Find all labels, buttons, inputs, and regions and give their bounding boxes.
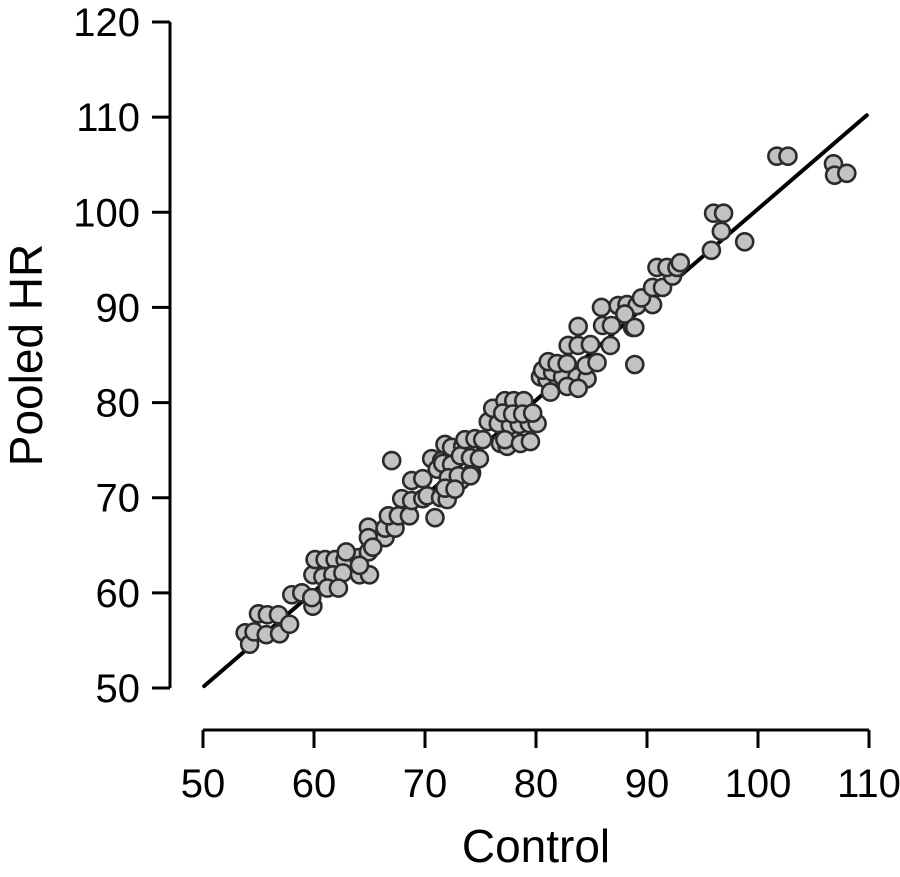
data-point: [520, 431, 541, 452]
axes: 50 60 70 80 90 100 110 120 50 60 70 80 90 100 110: [73, 1, 900, 806]
data-point: [381, 450, 402, 471]
data-point: [279, 614, 300, 635]
data-point: [614, 304, 635, 324]
y-tick-label: 110: [76, 96, 140, 140]
data-point: [349, 555, 370, 576]
data-point: [557, 353, 577, 374]
data-point: [469, 448, 490, 469]
y-tick-label: 80: [96, 382, 141, 426]
data-point: [587, 352, 607, 373]
x-tick-label: 100: [725, 762, 792, 806]
data-point: [568, 316, 588, 337]
data-point: [624, 317, 645, 338]
data-point: [363, 537, 383, 557]
data-point: [336, 542, 356, 562]
x-tick-label: 80: [514, 762, 559, 806]
data-point: [734, 231, 755, 252]
data-point: [460, 466, 481, 486]
data-point: [301, 587, 322, 608]
y-tick-label: 70: [96, 477, 141, 521]
data-point: [328, 578, 349, 598]
x-axis-title: Control: [462, 820, 610, 872]
data-point: [540, 382, 561, 402]
data-point: [701, 240, 722, 261]
y-tick-label: 50: [96, 667, 141, 711]
x-tick-label: 90: [625, 762, 670, 806]
data-point: [568, 378, 588, 399]
x-tick-label: 110: [837, 762, 900, 806]
data-point: [711, 221, 732, 242]
y-tick-label: 90: [96, 286, 141, 330]
data-point: [495, 429, 515, 450]
data-point: [600, 335, 621, 356]
y-tick-label: 60: [96, 572, 141, 616]
data-point: [713, 203, 734, 224]
y-tick-label: 120: [73, 1, 140, 45]
data-point: [445, 479, 465, 499]
data-point: [580, 334, 601, 355]
data-point: [836, 163, 857, 184]
y-tick-label: 100: [73, 191, 140, 235]
data-point: [624, 354, 645, 375]
data-point: [472, 429, 493, 450]
data-point: [522, 403, 543, 423]
x-tick-label: 50: [181, 762, 226, 806]
y-axis-title: Pooled HR: [0, 244, 52, 466]
data-point: [425, 507, 445, 528]
x-tick-label: 60: [292, 762, 337, 806]
data-point: [591, 297, 612, 318]
data-point: [601, 315, 622, 336]
data-point: [778, 146, 798, 166]
data-points: [235, 146, 857, 655]
x-tick-label: 70: [403, 762, 448, 806]
data-point: [670, 252, 691, 273]
